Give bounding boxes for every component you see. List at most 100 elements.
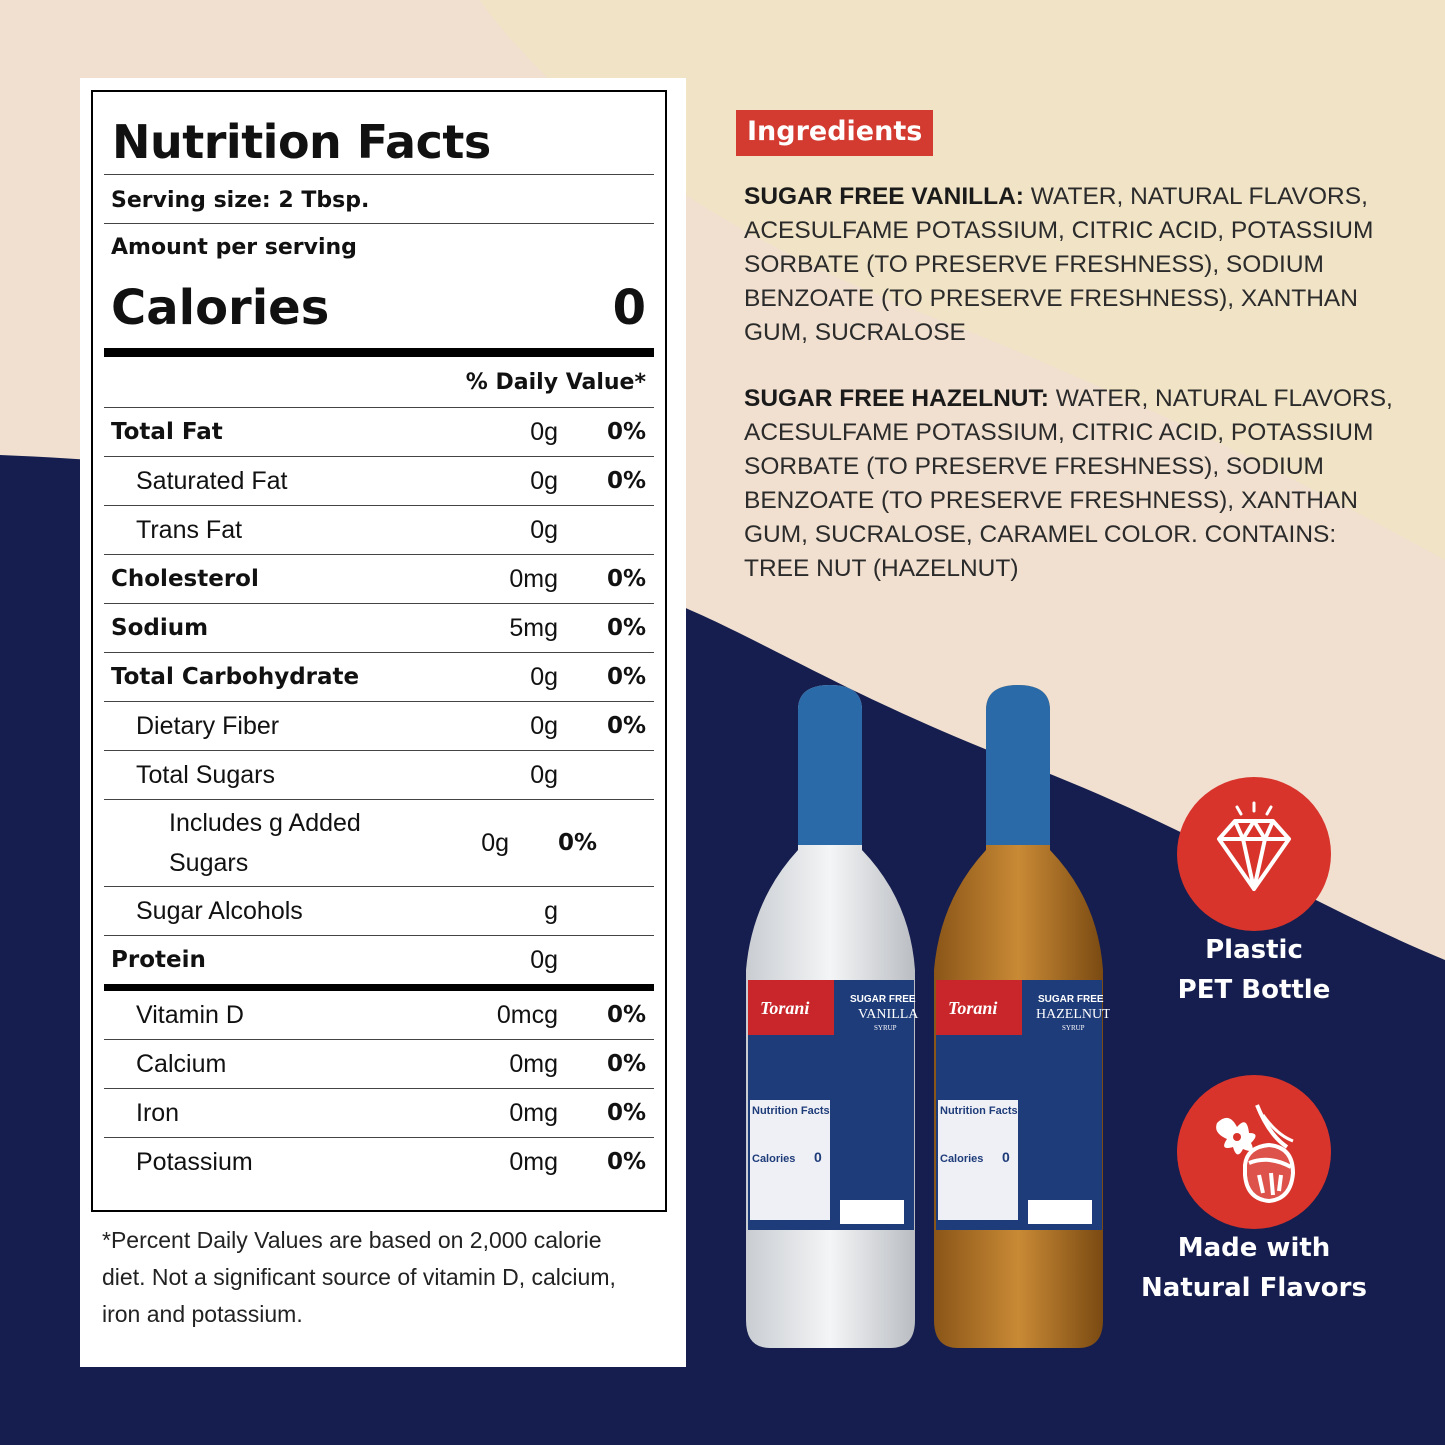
nutrient-label: Dietary Fiber: [136, 711, 280, 740]
vanilla-bottle: Torani SUGAR FREE VANILLA SYRUP Nutritio…: [746, 685, 919, 1348]
bottle-brand: Torani: [948, 998, 997, 1018]
calories-label: Calories: [111, 280, 330, 336]
hazelnut-ingredients: SUGAR FREE HAZELNUT: WATER, NATURAL FLAV…: [744, 382, 1394, 586]
vitamin-amount: 0mg: [509, 1147, 558, 1176]
nutrient-label: Cholesterol: [111, 566, 259, 592]
daily-value-footnote: *Percent Daily Values are based on 2,000…: [102, 1227, 616, 1327]
bottle-type: SYRUP: [1062, 1024, 1085, 1032]
nutrient-amount: 0g: [530, 466, 558, 495]
nutrient-label: Trans Fat: [136, 515, 243, 544]
nutrient-label: Protein: [111, 947, 206, 973]
vitamin-label: Calcium: [136, 1049, 227, 1078]
diamond-icon: [1217, 801, 1291, 891]
nutrient-dv: 0%: [606, 664, 646, 690]
nutrient-amount: 5mg: [509, 613, 558, 642]
nutrient-row-sodium: Sodium 5mg 0%: [104, 603, 654, 652]
nutrient-label: Total Sugars: [136, 760, 275, 789]
bottle-type: SYRUP: [874, 1024, 897, 1032]
nutrient-amount: 0g: [530, 417, 558, 446]
nutrient-dv: 0%: [606, 615, 646, 641]
natural-flavors-badge-label: Made with Natural Flavors: [1120, 1228, 1388, 1308]
vanilla-ingredients: SUGAR FREE VANILLA: WATER, NATURAL FLAVO…: [744, 180, 1394, 350]
bottle-calories-value: 0: [1002, 1149, 1010, 1165]
nutrient-label: Total Fat: [111, 419, 223, 445]
vitamin-dv: 0%: [606, 1100, 646, 1126]
nutrition-panel-background: [80, 78, 686, 1367]
bottle-panel-title: Nutrition Facts: [752, 1105, 830, 1117]
vanilla-ingredients-text: WATER, NATURAL FLAVORS, ACESULFAME POTAS…: [744, 183, 1374, 346]
calories-value: 0: [612, 280, 646, 336]
vanilla-ingredients-name: SUGAR FREE VANILLA:: [744, 183, 1024, 210]
daily-value-header: % Daily Value*: [465, 370, 646, 395]
nutrition-title: Nutrition Facts: [112, 115, 491, 169]
bottle-brand: Torani: [760, 998, 809, 1018]
bottle-flavor: HAZELNUT: [1036, 1007, 1110, 1022]
vitamin-label: Vitamin D: [136, 1000, 244, 1029]
nutrient-row-sugar-alcohols: Sugar Alcohols g: [104, 886, 654, 935]
bottle-calories-label: Calories: [940, 1153, 983, 1165]
nutrient-row-total-fat: Total Fat 0g 0%: [104, 407, 654, 456]
hazelnut-ingredients-name: SUGAR FREE HAZELNUT:: [744, 385, 1049, 412]
bottle-calories-label: Calories: [752, 1153, 795, 1165]
vitamin-row-potassium: Potassium 0mg 0%: [104, 1137, 654, 1186]
nutrient-row-total-carbohydrate: Total Carbohydrate 0g 0%: [104, 652, 654, 701]
nutrient-row-cholesterol: Cholesterol 0mg 0%: [104, 554, 654, 603]
natural-flavors-badge: [1177, 1075, 1331, 1229]
vitamin-row-vitamin-d: Vitamin D 0mcg 0%: [104, 991, 654, 1039]
nutrient-row-trans-fat: Trans Fat 0g: [104, 505, 654, 554]
vitamin-amount: 0mg: [509, 1049, 558, 1078]
badge-line2: PET Bottle: [1177, 975, 1331, 1005]
vitamin-row-calcium: Calcium 0mg 0%: [104, 1039, 654, 1088]
nutrition-facts-label: Nutrition Facts Serving size: 2 Tbsp. Am…: [91, 90, 667, 1212]
nutrient-amount: 0g: [530, 515, 558, 544]
nutrient-row-protein: Protein 0g: [104, 935, 654, 984]
nutrient-label: Saturated Fat: [136, 466, 288, 495]
ingredients-heading: Ingredients: [736, 110, 934, 156]
nutrient-amount: 0g: [530, 945, 558, 974]
nutrient-dv: 0%: [557, 830, 597, 856]
nutrient-amount: 0g: [481, 828, 509, 857]
nutrient-amount: 0g: [530, 711, 558, 740]
nutrient-row-saturated-fat: Saturated Fat 0g 0%: [104, 456, 654, 505]
bottle-line: SUGAR FREE: [850, 994, 916, 1005]
badge-line1: Made with: [1177, 1233, 1331, 1263]
serving-size: Serving size: 2 Tbsp.: [111, 188, 370, 213]
vitamin-dv: 0%: [606, 1149, 646, 1175]
nutrient-label: Sodium: [111, 615, 209, 641]
vitamin-amount: 0mg: [509, 1098, 558, 1127]
nutrient-row-added-sugars: Includes g Added Sugars 0g 0%: [104, 799, 654, 886]
nutrient-amount: 0g: [530, 662, 558, 691]
badge-line1: Plastic: [1205, 935, 1303, 965]
vitamin-row-iron: Iron 0mg 0%: [104, 1088, 654, 1137]
nutrient-amount: g: [544, 896, 558, 925]
hazelnut-ingredients-text: WATER, NATURAL FLAVORS, ACESULFAME POTAS…: [744, 385, 1393, 582]
nutrient-amount: 0mg: [509, 564, 558, 593]
vitamin-dv: 0%: [606, 1051, 646, 1077]
nutrient-row-dietary-fiber: Dietary Fiber 0g 0%: [104, 701, 654, 750]
nutrient-label: Sugar Alcohols: [136, 896, 303, 925]
bottle-calories-value: 0: [814, 1149, 822, 1165]
plastic-badge-label: Plastic PET Bottle: [1120, 930, 1388, 1010]
nutrient-label: Includes g Added Sugars: [169, 809, 361, 877]
vitamin-label: Iron: [136, 1098, 180, 1127]
bottle-flavor: VANILLA: [858, 1007, 919, 1022]
nutrient-dv: 0%: [606, 468, 646, 494]
plastic-badge: [1177, 777, 1331, 931]
nutrient-dv: 0%: [606, 566, 646, 592]
bottle-panel-title: Nutrition Facts: [940, 1105, 1018, 1117]
nutrient-label: Total Carbohydrate: [111, 664, 360, 690]
vitamin-amount: 0mcg: [496, 1000, 558, 1029]
syrup-bottles-image: Torani SUGAR FREE VANILLA SYRUP Nutritio…: [746, 685, 1110, 1348]
vanilla-hazelnut-icon: [1216, 1104, 1296, 1204]
hazelnut-bottle: Torani SUGAR FREE HAZELNUT SYRUP Nutriti…: [934, 685, 1110, 1348]
calories-row: Calories 0: [104, 268, 654, 348]
badge-line2: Natural Flavors: [1141, 1273, 1367, 1303]
bottle-line: SUGAR FREE: [1038, 994, 1104, 1005]
nutrient-amount: 0g: [530, 760, 558, 789]
nutrient-dv: 0%: [606, 713, 646, 739]
amount-per-serving: Amount per serving: [111, 235, 357, 260]
nutrient-row-total-sugars: Total Sugars 0g: [104, 750, 654, 799]
vitamin-dv: 0%: [606, 1002, 646, 1028]
nutrient-dv: 0%: [606, 419, 646, 445]
vitamin-label: Potassium: [136, 1147, 253, 1176]
